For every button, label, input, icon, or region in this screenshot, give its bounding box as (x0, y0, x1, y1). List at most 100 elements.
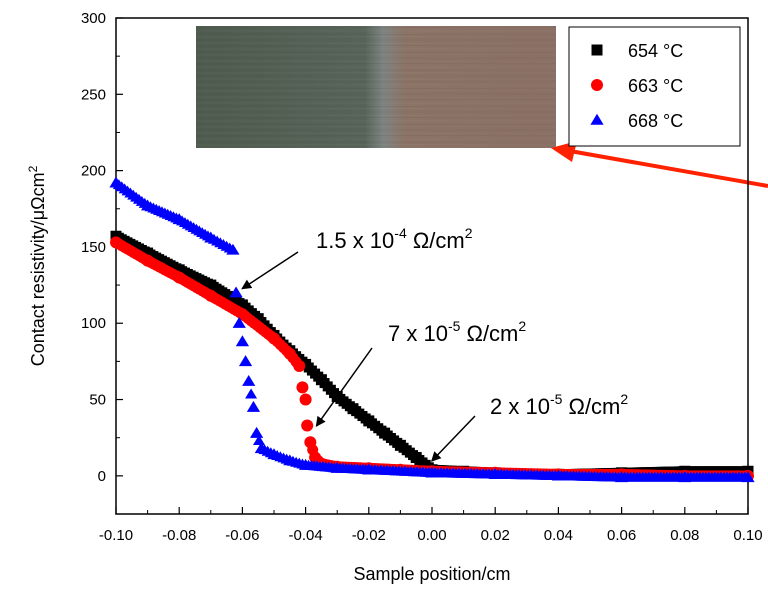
data-point (205, 279, 217, 291)
annotation-exponent: -4 (394, 225, 407, 241)
photo-streak (195, 26, 557, 29)
data-point (330, 461, 344, 473)
data-point (283, 454, 297, 466)
y-tick-label: 200 (81, 163, 106, 180)
data-point (142, 247, 154, 259)
data-point (347, 403, 359, 415)
data-point (226, 243, 240, 255)
data-point (299, 393, 312, 406)
photo-streak (195, 105, 557, 108)
data-point (235, 335, 249, 347)
annotation-unit-exponent: 2 (518, 318, 526, 334)
photo-streak (195, 42, 557, 45)
series-3 (109, 176, 755, 483)
inset-photo-image (196, 26, 556, 148)
photo-streak (195, 134, 557, 137)
y-tick-label: 250 (81, 86, 106, 103)
annotation-unit: Ω/cm (460, 321, 518, 346)
photo-streak (195, 60, 557, 63)
annotation-mantissa: 2 x 10 (490, 394, 550, 419)
axes: -0.10 -0.08 -0.06 -0.04 -0.02 0.00 0.02 0.04 0.0… (81, 10, 763, 544)
photo-streak (195, 71, 557, 74)
data-point (300, 358, 312, 370)
series-3-trace (252, 435, 265, 446)
data-point (204, 231, 218, 243)
y-axis-title-main: Contact resistivity/μΩcm (28, 172, 48, 366)
annotation-arrow-2 (315, 347, 373, 427)
series-2 (110, 236, 754, 482)
inset-photo (195, 26, 557, 148)
annotation-mantissa: 7 x 10 (388, 321, 448, 346)
data-point (410, 452, 422, 464)
photo-streak (195, 132, 557, 135)
data-point (615, 471, 629, 483)
legend-marker-2 (591, 79, 603, 91)
data-point (304, 436, 317, 449)
y-tick-label: 150 (81, 239, 106, 256)
legend-marker-3 (590, 113, 604, 125)
data-point (232, 316, 246, 328)
x-tick-label: -0.06 (225, 527, 259, 544)
data-point (172, 213, 186, 225)
data-point (250, 426, 264, 438)
data-point (173, 271, 186, 284)
annotation-mantissa: 1.5 x 10 (316, 228, 394, 253)
series-3-trace (245, 388, 258, 399)
data-point (293, 359, 306, 372)
data-point (425, 466, 439, 478)
y-tick-label: 300 (81, 10, 106, 27)
x-tick-label: 0.00 (417, 527, 446, 544)
photo-streak (195, 35, 557, 38)
photo-streak (195, 78, 557, 81)
photo-streak (195, 87, 557, 90)
x-tick-label: -0.10 (99, 527, 133, 544)
photo-pointer-arrow (551, 141, 768, 188)
annotation-label-1: 1.5 x 10-4 Ω/cm2 (316, 225, 473, 253)
annotation-arrow-1 (241, 251, 299, 290)
data-point (363, 415, 375, 427)
photo-streak (195, 143, 557, 146)
photo-streak (195, 89, 557, 92)
annotation-label-2: 7 x 10-5 Ω/cm2 (388, 318, 526, 346)
legend-label-2: 663 °C (628, 76, 683, 96)
annotation-unit-exponent: 2 (620, 391, 628, 407)
data-point (488, 468, 502, 480)
data-point (229, 286, 243, 298)
data-point (236, 299, 248, 311)
data-point (551, 469, 565, 481)
legend-label-3: 668 °C (628, 111, 683, 131)
y-axis-title-sup: 2 (26, 165, 40, 172)
x-tick-label: -0.04 (288, 527, 322, 544)
photo-streak (195, 80, 557, 83)
data-point (299, 458, 313, 470)
x-tick-label: 0.02 (481, 527, 510, 544)
y-tick-label: 0 (98, 468, 106, 485)
photo-streak (195, 62, 557, 65)
y-axis-title: Contact resistivity/μΩcm2 (26, 165, 48, 366)
photo-streak (195, 33, 557, 36)
series-layer (109, 176, 755, 483)
y-tick-label: 50 (89, 392, 106, 409)
data-point (252, 313, 264, 325)
photo-streak (195, 123, 557, 126)
data-point (109, 176, 123, 188)
data-point (141, 199, 155, 211)
legend-label-1: 654 °C (628, 41, 683, 61)
data-point (246, 400, 261, 412)
photo-streak (195, 141, 557, 144)
data-point (741, 471, 755, 483)
photo-streak (195, 125, 557, 128)
x-tick-label: 0.08 (670, 527, 699, 544)
photo-streak (195, 116, 557, 119)
annotation-unit: Ω/cm (407, 228, 465, 253)
data-point (110, 236, 122, 249)
data-point (301, 419, 314, 432)
photo-streak (195, 107, 557, 110)
photo-streak (195, 69, 557, 72)
data-point (236, 308, 249, 321)
photo-streak (195, 51, 557, 54)
data-point (678, 471, 692, 483)
photo-streak (195, 53, 557, 56)
data-point (242, 374, 256, 386)
